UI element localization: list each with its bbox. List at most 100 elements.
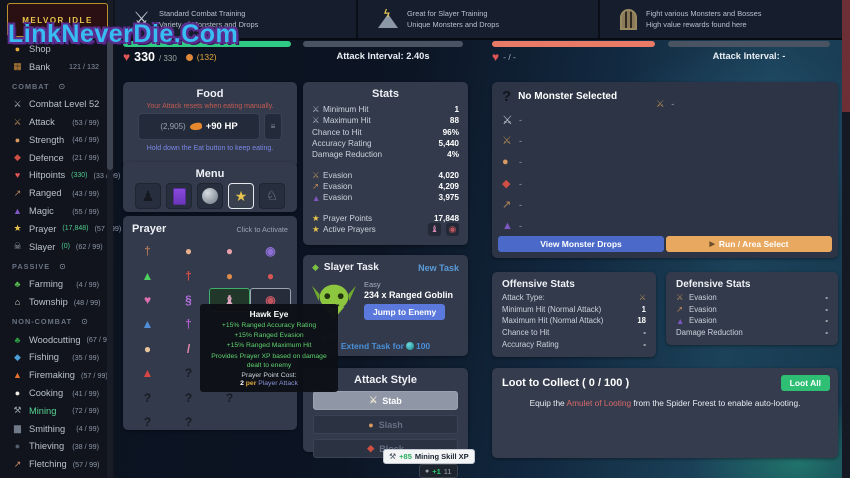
stat-label: Evasion <box>689 316 717 326</box>
sidebar-item-badge: (0) <box>61 243 70 251</box>
card-line: Variety of Monsters and Drops <box>159 20 259 29</box>
pet-tab-button[interactable]: ♘ <box>259 183 285 209</box>
sidebar-item[interactable]: NON-COMBAT ⊙ <box>0 313 107 331</box>
stat-label: Evasion <box>323 170 353 180</box>
sidebar-item[interactable]: ☠ Slayer (0) (62 / 99) <box>0 238 107 256</box>
prayer-slot[interactable]: ♥ <box>127 288 168 312</box>
prayer-slot[interactable]: ? <box>168 361 209 385</box>
sidebar-item[interactable]: ● Shop <box>0 40 107 58</box>
dungeons-card[interactable]: Fight various Monsters and Bosses High v… <box>602 0 842 38</box>
loot-all-button[interactable]: Loot All <box>780 375 830 391</box>
stat-icon: ▲ <box>676 315 685 326</box>
stat-icon: ⚔ <box>312 169 320 180</box>
sidebar-item[interactable]: COMBAT ⊙ <box>0 78 107 96</box>
prayer-slot-icon: ◉ <box>265 292 276 307</box>
jump-to-enemy-button[interactable]: Jump to Enemy <box>364 304 446 320</box>
sidebar-item[interactable]: ⚔ Attack (53 / 99) <box>0 113 107 131</box>
skill-icon: ● <box>14 43 21 54</box>
eat-button[interactable]: (2,905) +90 HP <box>138 113 260 140</box>
sidebar-item[interactable]: ♥ Hitpoints (330) (33 / 99) <box>0 167 120 185</box>
sidebar-item-label: Woodcutting <box>29 334 81 345</box>
view-monster-drops-button[interactable]: View Monster Drops <box>498 236 664 252</box>
monster-stat-row: ▲ - <box>492 215 838 236</box>
prayer-slot-icon: † <box>144 244 151 259</box>
food-swap-button[interactable]: ≡ <box>264 113 282 140</box>
prayer-slot[interactable]: ▲ <box>127 361 168 385</box>
prayer-points-row: ★ Prayer Points 17,848 <box>303 212 468 223</box>
visibility-eye-icon[interactable]: ⊙ <box>81 317 88 327</box>
prayer-slot-icon: ◉ <box>265 244 276 259</box>
prayer-slot[interactable]: ? <box>168 410 209 430</box>
skill-icon: ♣ <box>14 279 21 290</box>
stat-row: ⚔ Evasion 4,020 <box>303 169 468 180</box>
page-scrollbar-thumb[interactable] <box>842 0 850 112</box>
sidebar-item[interactable]: ▦ Bank 121 / 132 <box>0 58 107 76</box>
sidebar-item[interactable]: ♣ Farming (4 / 99) <box>0 275 107 293</box>
prayer-tab-button[interactable]: ★ <box>228 183 254 209</box>
sidebar-item[interactable]: ◆ Defence (21 / 99) <box>0 149 107 167</box>
prayer-slot[interactable]: § <box>168 288 209 312</box>
sidebar-item[interactable]: ⚒ Mining (72 / 99) <box>0 402 107 420</box>
sidebar-item[interactable]: ↗ Fletching (57 / 99) <box>0 455 107 473</box>
page-scrollbar[interactable] <box>842 0 850 478</box>
equipment-tab-button[interactable]: ♟ <box>135 183 161 209</box>
visibility-eye-icon[interactable]: ⊙ <box>59 261 66 271</box>
sidebar-item[interactable]: ↗ Ranged (43 / 99) <box>0 184 107 202</box>
prayer-slot[interactable]: ● <box>168 239 209 263</box>
sidebar-item[interactable]: ▲ Magic (55 / 99) <box>0 202 107 220</box>
tooltip-title: Hawk Eye <box>249 309 289 319</box>
active-prayer-icon: ◉ <box>446 222 459 236</box>
prayer-slot[interactable]: ● <box>127 337 168 361</box>
sidebar-item-label: Prayer <box>29 223 57 234</box>
attack-style-button[interactable]: ● Slash <box>313 415 458 434</box>
prayer-slot[interactable]: ● <box>250 263 291 287</box>
sidebar-item[interactable]: ⚔ Combat Level 52 <box>0 95 107 113</box>
prayer-slot[interactable]: † <box>168 263 209 287</box>
sidebar-item[interactable]: ◆ Fishing (35 / 99) <box>0 349 107 367</box>
sidebar-item[interactable]: ▲ Firemaking (57 / 99) <box>0 366 108 384</box>
amulet-of-looting-link[interactable]: Amulet of Looting <box>566 398 632 408</box>
run-area-select-button[interactable]: ▶ Run / Area Select <box>666 236 832 252</box>
sidebar-scrollbar-thumb[interactable] <box>107 40 113 170</box>
sidebar-item[interactable]: ⌂ Township (48 / 99) <box>0 293 107 311</box>
sidebar-item[interactable]: ★ Prayer (17,848) (57 / 99) <box>0 220 121 238</box>
prayer-slot[interactable]: / <box>168 337 209 361</box>
xp-notification: ⚒ +85 Mining Skill XP <box>383 449 475 464</box>
skill-icon: ◆ <box>14 351 21 362</box>
loot-panel: Loot to Collect ( 0 / 100 ) Loot All Equ… <box>492 368 838 458</box>
sidebar-nav: ● Shop ▦ Bank 121 / 132 COMBAT <box>0 40 121 478</box>
sidebar-item[interactable]: ● Thieving (38 / 99) <box>0 438 107 456</box>
prayer-slot[interactable]: ? <box>168 385 209 409</box>
prayer-slot[interactable]: ▲ <box>127 263 168 287</box>
extend-task-link[interactable]: Extend Task for 100 <box>340 341 431 351</box>
prayer-slot[interactable]: † <box>168 312 209 336</box>
sidebar-item[interactable]: ▆ Smithing (4 / 99) <box>0 420 107 438</box>
prayer-slot[interactable]: ◉ <box>250 239 291 263</box>
slayer-areas-card[interactable]: ϟ Great for Slayer Training Unique Monst… <box>360 0 600 38</box>
sidebar-item[interactable]: ● Strength (46 / 99) <box>0 131 107 149</box>
new-task-link[interactable]: New Task <box>418 262 459 273</box>
task-difficulty: Easy <box>364 280 381 289</box>
curses-tab-button[interactable] <box>197 183 223 209</box>
prayer-slot[interactable]: ? <box>209 385 250 409</box>
sidebar-item[interactable]: ♣ Woodcutting (67 / 99) <box>0 331 114 349</box>
stat-label: Evasion <box>689 304 717 314</box>
prayer-slot[interactable]: ? <box>127 410 168 430</box>
sidebar-item[interactable]: ● Cooking (41 / 99) <box>0 384 107 402</box>
prayer-slot[interactable]: ● <box>209 263 250 287</box>
spellbook-tab-button[interactable] <box>166 183 192 209</box>
attack-style-button[interactable]: ⚔ Stab <box>313 391 458 410</box>
prayer-slot[interactable]: ▲ <box>127 312 168 336</box>
sidebar-item[interactable]: PASSIVE ⊙ <box>0 258 107 276</box>
sidebar-scrollbar[interactable] <box>107 0 113 478</box>
prayer-slot[interactable]: † <box>127 239 168 263</box>
offensive-title: Offensive Stats <box>502 279 575 290</box>
sidebar-item[interactable]: ◆ Crafting (66 / 99) <box>0 473 107 478</box>
enemy-hp-value: - / - <box>503 52 516 62</box>
prayer-slot-icon: ? <box>184 366 193 381</box>
prayer-slot[interactable]: ● <box>209 239 250 263</box>
sidebar-item-label: Smithing <box>29 423 66 434</box>
combat-areas-card[interactable]: ⚔ Standard Combat Training Variety of Mo… <box>115 0 358 38</box>
visibility-eye-icon[interactable]: ⊙ <box>58 81 66 91</box>
prayer-slot[interactable]: ? <box>127 385 168 409</box>
